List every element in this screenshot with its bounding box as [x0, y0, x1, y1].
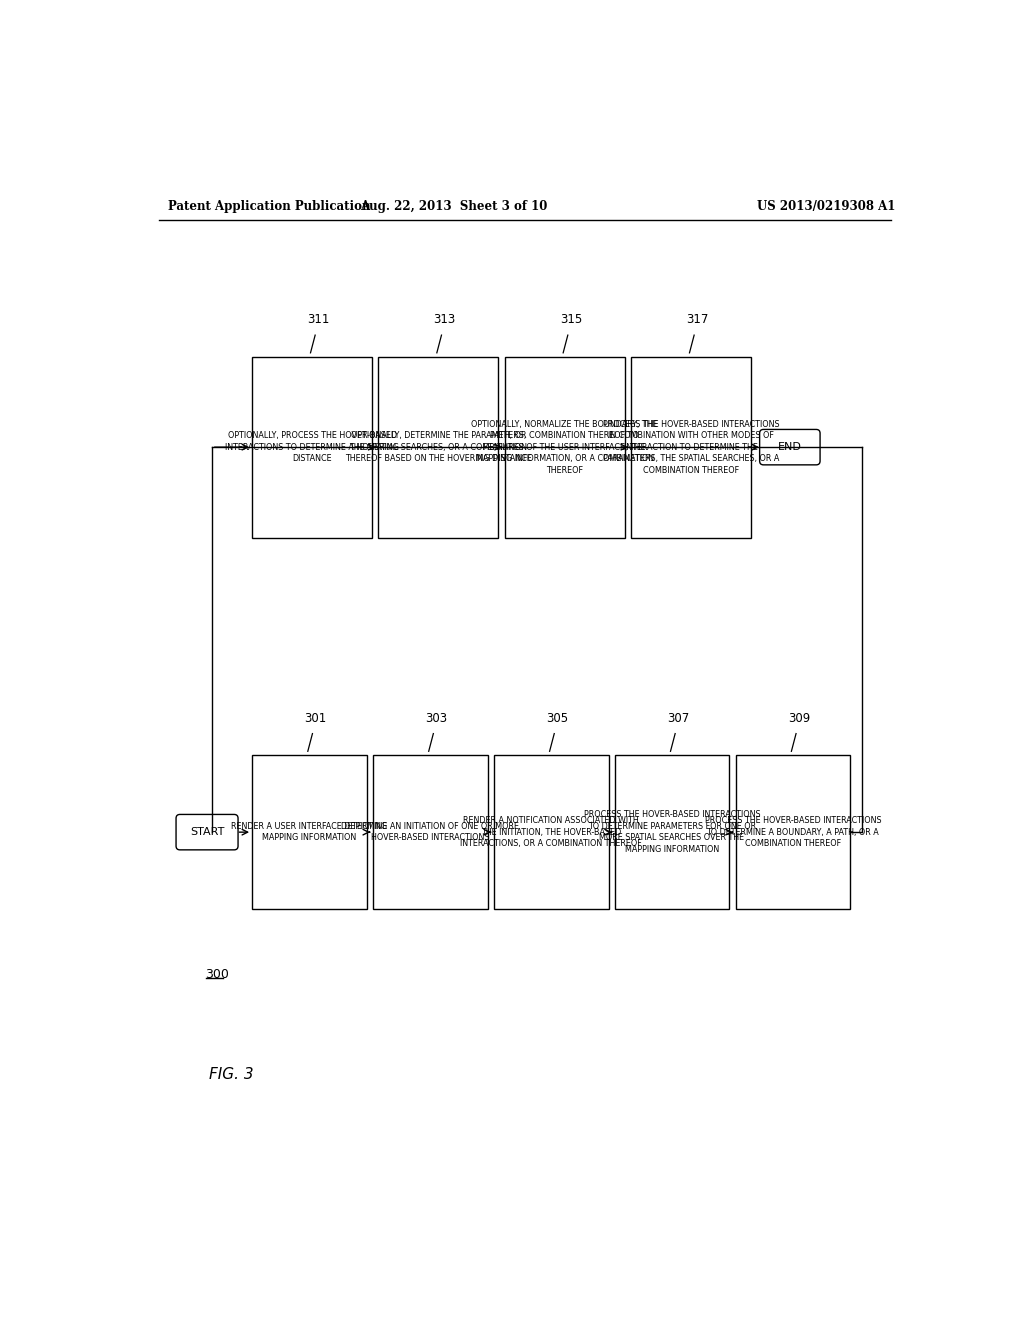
- FancyBboxPatch shape: [494, 755, 608, 909]
- Text: END: END: [778, 442, 802, 453]
- FancyBboxPatch shape: [760, 429, 820, 465]
- Text: 303: 303: [425, 711, 447, 725]
- Text: OPTIONALLY, DETERMINE THE PARAMETERS,
THE SPATIAL SEARCHES, OR A COMBINATION
THE: OPTIONALLY, DETERMINE THE PARAMETERS, TH…: [345, 432, 531, 463]
- FancyBboxPatch shape: [252, 356, 372, 537]
- Text: START: START: [189, 828, 224, 837]
- Text: PROCESS THE HOVER-BASED INTERACTIONS
IN COMBINATION WITH OTHER MODES OF
INTERACT: PROCESS THE HOVER-BASED INTERACTIONS IN …: [603, 420, 779, 475]
- Text: OPTIONALLY, NORMALIZE THE BOUNDARY, THE
PATH, OR COMBINATION THEREOF TO
FEATURES: OPTIONALLY, NORMALIZE THE BOUNDARY, THE …: [471, 420, 658, 475]
- FancyBboxPatch shape: [631, 356, 751, 537]
- Text: 313: 313: [433, 313, 456, 326]
- FancyBboxPatch shape: [252, 755, 367, 909]
- Text: Patent Application Publication: Patent Application Publication: [168, 201, 371, 214]
- Text: 315: 315: [560, 313, 582, 326]
- Text: OPTIONALLY, PROCESS THE HOVER-BASED
INTERACTIONS TO DETERMINE A HOVERING
DISTANC: OPTIONALLY, PROCESS THE HOVER-BASED INTE…: [225, 432, 399, 463]
- Text: RENDER A USER INTERFACE DEPICTING
MAPPING INFORMATION: RENDER A USER INTERFACE DEPICTING MAPPIN…: [231, 822, 387, 842]
- Text: 300: 300: [206, 968, 229, 981]
- Text: RENDER A NOTIFICATION ASSOCIATED WITH
THE INITIATION, THE HOVER-BASED
INTERACTIO: RENDER A NOTIFICATION ASSOCIATED WITH TH…: [460, 816, 642, 847]
- Text: 317: 317: [686, 313, 709, 326]
- FancyBboxPatch shape: [176, 814, 238, 850]
- Text: Aug. 22, 2013  Sheet 3 of 10: Aug. 22, 2013 Sheet 3 of 10: [359, 201, 547, 214]
- Text: 305: 305: [546, 711, 568, 725]
- FancyBboxPatch shape: [735, 755, 850, 909]
- Text: 309: 309: [788, 711, 810, 725]
- FancyBboxPatch shape: [373, 755, 487, 909]
- Text: PROCESS THE HOVER-BASED INTERACTIONS
TO DETERMINE PARAMETERS FOR ONE OR
MORE SPA: PROCESS THE HOVER-BASED INTERACTIONS TO …: [584, 810, 761, 854]
- FancyBboxPatch shape: [378, 356, 499, 537]
- Text: 307: 307: [667, 711, 689, 725]
- Text: PROCESS THE HOVER-BASED INTERACTIONS
TO DETERMINE A BOUNDARY, A PATH, OR A
COMBI: PROCESS THE HOVER-BASED INTERACTIONS TO …: [705, 816, 882, 847]
- Text: DETERMINE AN INITIATION OF ONE OR MORE
HOVER-BASED INTERACTIONS: DETERMINE AN INITIATION OF ONE OR MORE H…: [341, 822, 519, 842]
- Text: 301: 301: [304, 711, 327, 725]
- FancyBboxPatch shape: [505, 356, 625, 537]
- Text: US 2013/0219308 A1: US 2013/0219308 A1: [758, 201, 896, 214]
- Text: FIG. 3: FIG. 3: [209, 1067, 254, 1082]
- FancyBboxPatch shape: [614, 755, 729, 909]
- Text: 311: 311: [307, 313, 330, 326]
